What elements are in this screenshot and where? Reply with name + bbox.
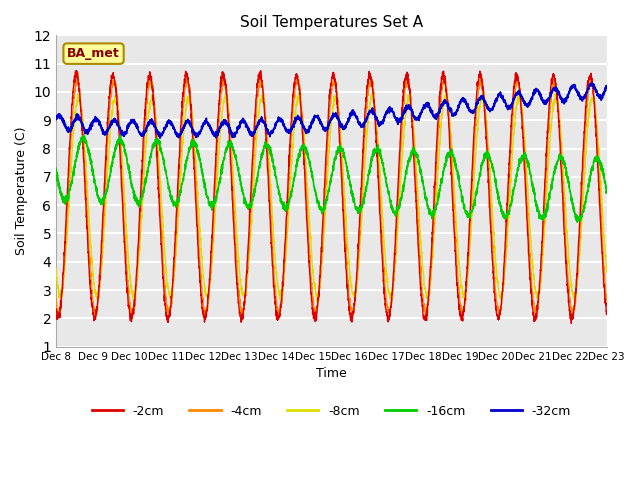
Legend: -2cm, -4cm, -8cm, -16cm, -32cm: -2cm, -4cm, -8cm, -16cm, -32cm (86, 400, 576, 423)
X-axis label: Time: Time (316, 367, 347, 380)
Title: Soil Temperatures Set A: Soil Temperatures Set A (240, 15, 423, 30)
Text: BA_met: BA_met (67, 47, 120, 60)
Y-axis label: Soil Temperature (C): Soil Temperature (C) (15, 127, 28, 255)
